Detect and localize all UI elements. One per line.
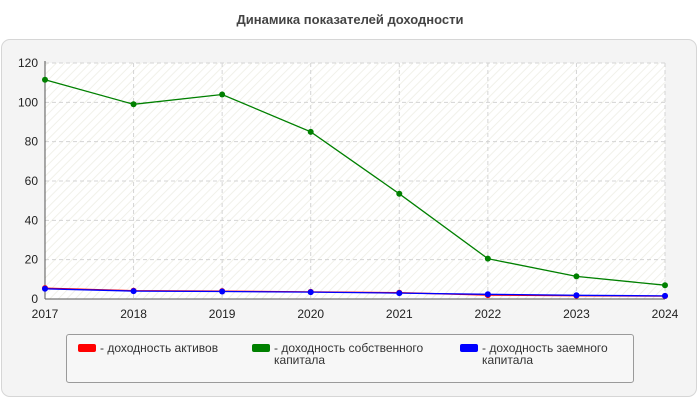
- legend-label-debt: - доходность заемного капитала: [482, 341, 608, 367]
- legend-swatch-assets: [78, 344, 96, 352]
- y-tick-label-2: 40: [25, 213, 39, 227]
- series-2-point-5: [484, 291, 491, 298]
- series-2-point-4: [396, 290, 403, 297]
- series-2-point-3: [307, 289, 314, 296]
- y-tick-labels: 0 20 40 60 80 100 120: [18, 56, 38, 306]
- x-tick-label-7: 2024: [652, 307, 679, 321]
- legend: - доходность активов - доходность собств…: [66, 334, 634, 383]
- y-tick-label-0: 0: [31, 292, 38, 306]
- legend-label-equity: - доходность собственного капитала: [274, 341, 424, 367]
- y-tick-label-4: 80: [25, 135, 39, 149]
- y-tick-label-3: 60: [25, 174, 39, 188]
- series-1-point-3: [307, 128, 314, 135]
- legend-item-equity[interactable]: - доходность собственного капитала: [252, 342, 439, 366]
- series-2-point-0: [42, 285, 48, 292]
- legend-label-assets: - доходность активов: [100, 341, 219, 355]
- series-2-point-2: [219, 288, 226, 295]
- series-1-point-1: [130, 101, 137, 108]
- x-tick-label-1: 2018: [120, 307, 147, 321]
- chart-title: Динамика показателей доходности: [236, 12, 464, 27]
- series-2-point-7: [662, 292, 668, 299]
- x-tick-label-5: 2022: [475, 307, 502, 321]
- axes: [44, 61, 665, 300]
- series-1-point-7: [662, 282, 668, 289]
- series-lines: [42, 76, 668, 300]
- series-1-point-2: [219, 91, 226, 98]
- legend-swatch-debt: [460, 344, 478, 352]
- series-1-point-0: [42, 76, 48, 83]
- series-line-2: [44, 288, 666, 297]
- x-tick-label-4: 2021: [386, 307, 413, 321]
- series-1-point-5: [484, 255, 491, 262]
- legend-item-assets[interactable]: - доходность активов: [78, 342, 218, 354]
- series-1-point-6: [573, 273, 580, 280]
- legend-item-debt[interactable]: - доходность заемного капитала: [460, 342, 633, 366]
- series-1-point-4: [396, 190, 403, 197]
- y-tick-label-1: 20: [25, 253, 39, 267]
- x-tick-label-2: 2019: [209, 307, 236, 321]
- legend-swatch-equity: [252, 344, 270, 352]
- x-tick-label-3: 2020: [297, 307, 324, 321]
- series-2-point-6: [573, 292, 580, 299]
- series-2-point-1: [130, 288, 137, 295]
- x-tick-labels: 2017 2018 2019 2020 2021 2022 2023 2024: [32, 307, 679, 321]
- y-tick-label-5: 100: [18, 95, 38, 109]
- y-tick-label-6: 120: [18, 56, 38, 70]
- x-tick-label-6: 2023: [563, 307, 590, 321]
- x-tick-label-0: 2017: [32, 307, 59, 321]
- series-line-1: [44, 79, 666, 286]
